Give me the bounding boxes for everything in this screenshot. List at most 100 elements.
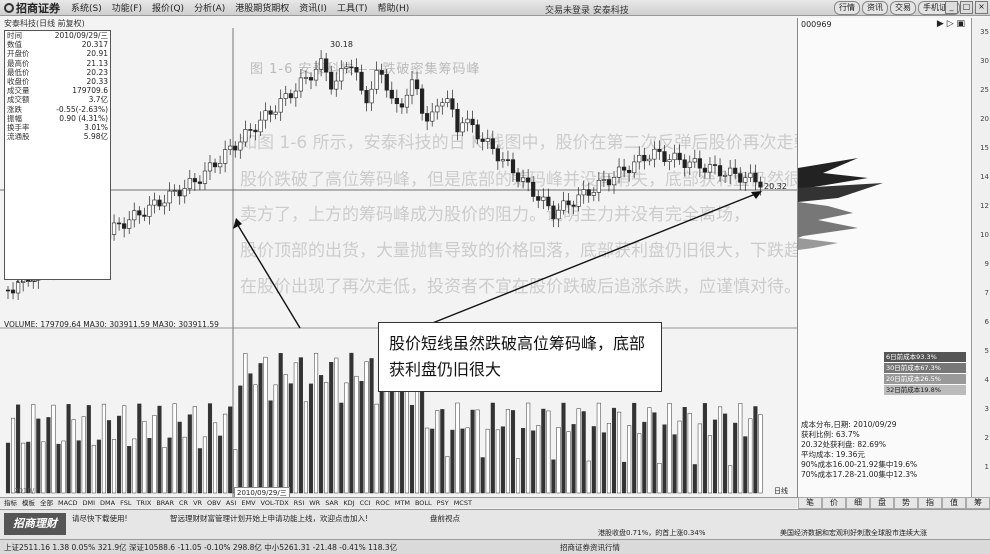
candle-body <box>581 189 586 196</box>
panel-tab[interactable]: 筹 <box>966 497 990 509</box>
info-label: 振幅 <box>7 113 22 123</box>
indicator-tab[interactable]: EMV <box>241 499 256 507</box>
minimize-icon[interactable]: _ <box>945 1 958 14</box>
info-row: 成交额 3.7亿 <box>5 95 110 104</box>
menu-function[interactable]: 功能(F) <box>111 4 142 14</box>
indicator-tab[interactable]: ASI <box>225 499 237 507</box>
info-value: -0.55(-2.63%) <box>56 104 108 114</box>
quote-button[interactable]: 行情 <box>834 1 860 15</box>
indicator-tab[interactable]: SAR <box>325 499 339 507</box>
close-icon[interactable]: × <box>975 1 988 14</box>
indicator-tab[interactable]: RSI <box>293 499 305 507</box>
candle-body <box>318 58 324 70</box>
info-label: 数值 <box>7 40 22 50</box>
candle-body <box>349 66 354 69</box>
news-button[interactable]: 资讯 <box>862 1 888 15</box>
indicator-tab[interactable]: 模板 <box>22 499 35 507</box>
candle-body <box>717 165 723 177</box>
candle-body <box>132 210 137 221</box>
volume-bar <box>329 361 334 494</box>
menu-info[interactable]: 资讯(I) <box>299 4 327 14</box>
info-row: 开盘价 20.91 <box>5 49 110 58</box>
menu-help[interactable]: 帮助(H) <box>377 4 410 14</box>
candle-body <box>455 108 460 133</box>
candle-body <box>657 148 662 152</box>
indicator-tab[interactable]: 全部 <box>40 499 53 507</box>
candle-body <box>152 199 157 206</box>
info-label: 收盘价 <box>7 76 30 86</box>
candle-body <box>515 172 521 182</box>
candle-body <box>248 129 253 131</box>
indicator-tab[interactable]: KDJ <box>343 499 355 507</box>
news-item[interactable]: 请尽快下载使用! <box>72 514 128 523</box>
news-item[interactable]: 美国经济数据和宏观利好刺激全球股市连续大涨 <box>780 529 927 537</box>
candle-body <box>667 159 672 162</box>
indicator-tab[interactable]: CCI <box>359 499 371 507</box>
indicator-tab[interactable]: MTM <box>394 499 410 507</box>
indicator-tab[interactable]: BOLL <box>414 499 432 507</box>
indicator-tab[interactable]: TRIX <box>136 499 152 507</box>
scale-label: 35 <box>980 28 989 36</box>
panel-tab[interactable]: 指 <box>918 497 942 509</box>
indicator-tab[interactable]: FSL <box>120 499 132 507</box>
candle-body <box>354 67 359 73</box>
indicator-tab[interactable]: WR <box>309 499 321 507</box>
indicator-tab[interactable]: ROC <box>375 499 390 507</box>
candle-body <box>510 159 516 174</box>
candle-body <box>465 118 470 124</box>
chart-title: 安泰科技(日线 前复权) <box>4 19 85 28</box>
news-item[interactable]: 智远理财财富管理计划开始上申请功能上线，欢迎点击加入! <box>170 514 369 523</box>
window-controls: _ □ × <box>945 1 988 14</box>
indicator-tab[interactable]: 指标 <box>4 499 17 507</box>
panel-tab[interactable]: 细 <box>846 497 870 509</box>
menu-system[interactable]: 系统(S) <box>71 4 102 14</box>
candle-body <box>142 214 147 217</box>
panel-tab[interactable]: 价 <box>822 497 846 509</box>
menu-quote[interactable]: 报价(Q) <box>151 4 185 14</box>
indicator-tab[interactable]: VOL-TDX <box>260 499 289 507</box>
indicator-tab[interactable]: DMI <box>82 499 96 507</box>
info-value: 20.23 <box>86 67 108 77</box>
indicator-tab[interactable]: OBV <box>207 499 221 507</box>
indicator-tab[interactable]: BRAR <box>156 499 174 507</box>
info-label: 换手率 <box>7 122 30 132</box>
candle-body <box>576 194 581 207</box>
play-controls-icon[interactable]: ▶ ▷ ▣ <box>936 19 965 29</box>
menu-tools[interactable]: 工具(T) <box>336 4 368 14</box>
trade-button[interactable]: 交易 <box>890 1 916 15</box>
kline-chart[interactable] <box>0 28 797 498</box>
menu-analysis[interactable]: 分析(A) <box>194 4 226 14</box>
candle-body <box>687 161 692 168</box>
panel-tab[interactable]: 盘 <box>870 497 894 509</box>
indicator-tab[interactable]: MCST <box>453 499 472 507</box>
volume-bar <box>591 426 596 494</box>
volume-bars <box>5 352 763 494</box>
candle-body <box>192 178 197 183</box>
volume-bar <box>303 401 308 494</box>
indicator-tab[interactable]: DMA <box>100 499 116 507</box>
candle-body <box>611 176 617 186</box>
indicator-tab[interactable]: MACD <box>58 499 78 507</box>
candle-body <box>445 98 450 104</box>
panel-tab[interactable]: 势 <box>894 497 918 509</box>
high-price-label: 30.18 <box>330 40 353 49</box>
indicator-tab[interactable]: VR <box>193 499 203 507</box>
menu-hk-futures[interactable]: 港股期货期权 <box>235 4 290 14</box>
candle-body <box>258 119 263 133</box>
maximize-icon[interactable]: □ <box>960 1 973 14</box>
news-brand: 招商理财 <box>4 513 66 535</box>
news-item[interactable]: 港股收盘0.71%，的首上涨0.34% <box>598 529 706 537</box>
indicator-tab[interactable]: CR <box>179 499 189 507</box>
window-title: 交易未登录 安泰科技 <box>545 6 629 16</box>
volume-bar <box>642 421 647 494</box>
news-item[interactable]: 盘前视点 <box>430 514 460 523</box>
candle-body <box>490 138 495 149</box>
candle-body <box>409 79 415 96</box>
candle-body <box>627 169 632 174</box>
panel-tab[interactable]: 值 <box>942 497 966 509</box>
indicator-tab[interactable]: PSY <box>436 499 449 507</box>
panel-tab[interactable]: 笔 <box>798 497 822 509</box>
bg-text-line: 在股价出现了再次走低，投资者不宜在股价跌破后追涨杀跌，应谨慎对待。 <box>240 277 801 297</box>
volume-bar <box>490 402 495 494</box>
candle-body <box>561 200 566 211</box>
